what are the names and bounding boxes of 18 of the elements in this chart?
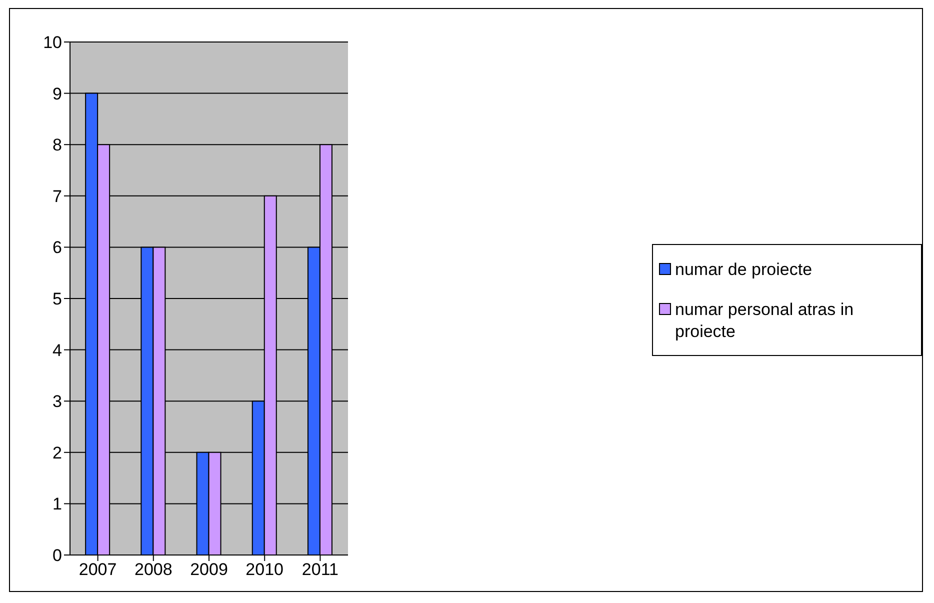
legend-label: numar personal atras in proiecte	[675, 299, 855, 343]
y-tick-label: 3	[52, 392, 62, 412]
y-tick-label: 8	[52, 136, 62, 155]
x-tick-label: 2008	[134, 560, 172, 580]
y-tick-label: 5	[52, 290, 62, 309]
x-tick-label: 2009	[190, 560, 228, 580]
x-tick-label: 2007	[78, 560, 117, 580]
x-tick-label: 2010	[246, 560, 284, 580]
y-tick-label: 1	[52, 494, 62, 514]
y-tick-label: 6	[52, 238, 62, 258]
y-tick-label: 0	[52, 546, 62, 566]
legend-label: numar de proiecte	[675, 259, 812, 281]
y-tick-label: 10	[43, 33, 62, 52]
y-tick-label: 4	[52, 340, 62, 360]
y-tick-label: 2	[52, 443, 62, 462]
x-tick-label: 2011	[302, 560, 338, 580]
y-tick-label: 7	[52, 186, 62, 206]
y-tick-label: 9	[52, 84, 62, 104]
